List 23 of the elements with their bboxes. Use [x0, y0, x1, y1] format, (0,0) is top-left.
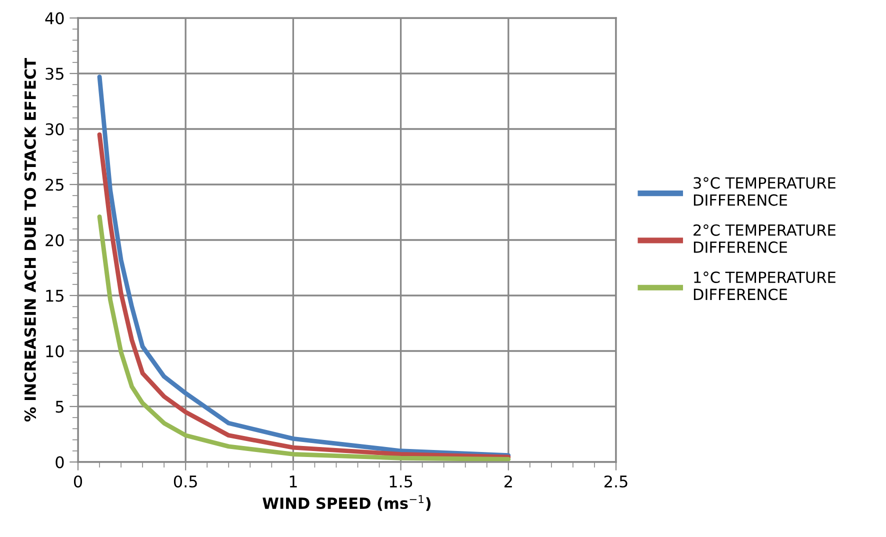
x-tick-label: 2.5	[604, 475, 628, 488]
line-series	[97, 214, 511, 462]
x-tick-label: 2	[504, 475, 512, 488]
y-tick-label: 10	[46, 345, 64, 358]
y-tick-label: 30	[46, 123, 64, 136]
legend-label: 1°C TEMPERATURE DIFFERENCE	[694, 271, 836, 300]
y-tick-label: 25	[46, 178, 64, 191]
x-tick-label: 1.5	[390, 476, 412, 488]
y-tick-label: 0	[56, 456, 64, 468]
y-tick-label: 40	[45, 12, 64, 24]
y-tick-label: 15	[46, 290, 64, 302]
legend-label: 3°C TEMPERATURE DIFFERENCE	[694, 177, 836, 206]
x-tick-label: 0.5	[174, 475, 197, 488]
x-axis-title: WIND SPEED (ms$^{−1}$)	[262, 495, 431, 511]
x-tick-label: 0	[74, 475, 82, 488]
x-tick-label: 1	[290, 476, 297, 488]
y-tick-label: 35	[46, 68, 64, 80]
line-series	[97, 74, 511, 458]
y-tick-label: 5	[56, 400, 64, 413]
y-tick-label: 20	[46, 234, 64, 246]
y-axis-title: % INCREASEIN ACH DUE TO STACK EFFECT	[24, 58, 36, 422]
legend-label: 2°C TEMPERATURE DIFFERENCE	[694, 224, 836, 253]
line-series	[97, 132, 511, 460]
